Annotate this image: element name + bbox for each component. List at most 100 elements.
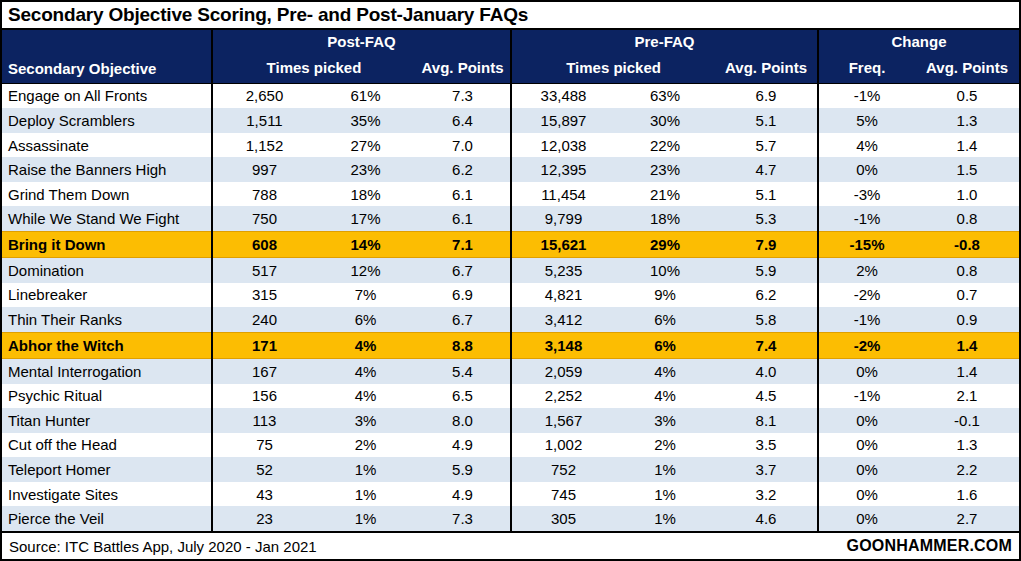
pre-pct-cell: 4% (615, 358, 715, 383)
source-note: Source: ITC Battles App, July 2020 - Jan… (9, 538, 317, 555)
change-avg-cell: 0.7 (915, 283, 1019, 308)
pre-pct-cell: 2% (615, 433, 715, 458)
pre-times-cell: 12,395 (511, 157, 615, 182)
objective-name-cell: Thin Their Ranks (2, 307, 212, 332)
pre-times-cell: 1,567 (511, 408, 615, 433)
column-header-post-avg-points: Avg. Points (415, 53, 511, 83)
post-pct-cell: 27% (316, 133, 415, 158)
post-pct-cell: 17% (316, 206, 415, 231)
change-freq-cell: -3% (818, 182, 915, 207)
pre-pct-cell: 1% (615, 457, 715, 482)
objective-name-cell: Linebreaker (2, 283, 212, 308)
pre-avg-cell: 7.4 (715, 332, 818, 358)
table-row: Mental Interrogation 167 4% 5.4 2,059 4%… (2, 358, 1019, 383)
post-avg-cell: 6.5 (415, 384, 511, 409)
scoring-table: Secondary Objective Post-FAQ Pre-FAQ Cha… (2, 30, 1019, 531)
objective-name-cell: Abhor the Witch (2, 332, 212, 358)
pre-times-cell: 745 (511, 482, 615, 507)
pre-pct-cell: 63% (615, 83, 715, 108)
post-pct-cell: 2% (316, 433, 415, 458)
group-header-change: Change (818, 30, 1019, 53)
change-freq-cell: 0% (818, 358, 915, 383)
change-freq-cell: 2% (818, 258, 915, 283)
post-pct-cell: 18% (316, 182, 415, 207)
change-freq-cell: 0% (818, 433, 915, 458)
post-pct-cell: 35% (316, 108, 415, 133)
post-times-cell: 240 (212, 307, 316, 332)
change-freq-cell: 0% (818, 157, 915, 182)
table-body: Engage on All Fronts 2,650 61% 7.3 33,48… (2, 83, 1019, 531)
pre-avg-cell: 7.9 (715, 232, 818, 258)
post-pct-cell: 23% (316, 157, 415, 182)
post-avg-cell: 6.1 (415, 182, 511, 207)
pre-pct-cell: 6% (615, 332, 715, 358)
pre-avg-cell: 3.7 (715, 457, 818, 482)
post-times-cell: 788 (212, 182, 316, 207)
group-header-pre-faq: Pre-FAQ (511, 30, 818, 53)
post-times-cell: 608 (212, 232, 316, 258)
pre-avg-cell: 4.7 (715, 157, 818, 182)
post-avg-cell: 6.1 (415, 206, 511, 231)
table-container: Secondary Objective Post-FAQ Pre-FAQ Cha… (2, 30, 1019, 531)
post-pct-cell: 4% (316, 384, 415, 409)
table-row: Raise the Banners High 997 23% 6.2 12,39… (2, 157, 1019, 182)
objective-name-cell: Engage on All Fronts (2, 83, 212, 108)
change-avg-cell: 1.5 (915, 157, 1019, 182)
post-avg-cell: 8.0 (415, 408, 511, 433)
pre-avg-cell: 6.9 (715, 83, 818, 108)
page-title: Secondary Objective Scoring, Pre- and Po… (2, 2, 1019, 30)
pre-times-cell: 305 (511, 506, 615, 531)
objective-name-cell: Cut off the Head (2, 433, 212, 458)
change-avg-cell: -0.1 (915, 408, 1019, 433)
pre-avg-cell: 5.9 (715, 258, 818, 283)
post-times-cell: 315 (212, 283, 316, 308)
change-avg-cell: 1.4 (915, 332, 1019, 358)
post-times-cell: 52 (212, 457, 316, 482)
change-freq-cell: -1% (818, 307, 915, 332)
pre-avg-cell: 5.7 (715, 133, 818, 158)
table-row: Cut off the Head 75 2% 4.9 1,002 2% 3.5 … (2, 433, 1019, 458)
post-pct-cell: 1% (316, 457, 415, 482)
column-header-pre-avg-points: Avg. Points (715, 53, 818, 83)
change-freq-cell: 0% (818, 482, 915, 507)
post-pct-cell: 6% (316, 307, 415, 332)
change-freq-cell: -1% (818, 384, 915, 409)
post-times-cell: 517 (212, 258, 316, 283)
post-times-cell: 113 (212, 408, 316, 433)
table-row: Linebreaker 315 7% 6.9 4,821 9% 6.2 -2% … (2, 283, 1019, 308)
post-avg-cell: 7.3 (415, 506, 511, 531)
pre-avg-cell: 5.8 (715, 307, 818, 332)
post-times-cell: 75 (212, 433, 316, 458)
objective-name-cell: Pierce the Veil (2, 506, 212, 531)
column-header-pre-times-picked: Times picked (511, 53, 715, 83)
objective-name-cell: Titan Hunter (2, 408, 212, 433)
change-freq-cell: -2% (818, 332, 915, 358)
pre-pct-cell: 18% (615, 206, 715, 231)
post-avg-cell: 6.7 (415, 307, 511, 332)
pre-times-cell: 12,038 (511, 133, 615, 158)
post-times-cell: 171 (212, 332, 316, 358)
pre-avg-cell: 3.5 (715, 433, 818, 458)
post-pct-cell: 14% (316, 232, 415, 258)
pre-times-cell: 752 (511, 457, 615, 482)
change-freq-cell: -1% (818, 206, 915, 231)
objective-name-cell: Psychic Ritual (2, 384, 212, 409)
pre-pct-cell: 29% (615, 232, 715, 258)
pre-pct-cell: 9% (615, 283, 715, 308)
scoring-table-sheet: Secondary Objective Scoring, Pre- and Po… (0, 0, 1021, 561)
change-avg-cell: 1.3 (915, 433, 1019, 458)
change-avg-cell: 0.9 (915, 307, 1019, 332)
pre-times-cell: 9,799 (511, 206, 615, 231)
post-times-cell: 2,650 (212, 83, 316, 108)
post-avg-cell: 6.7 (415, 258, 511, 283)
pre-pct-cell: 23% (615, 157, 715, 182)
post-pct-cell: 7% (316, 283, 415, 308)
post-times-cell: 1,511 (212, 108, 316, 133)
pre-times-cell: 15,897 (511, 108, 615, 133)
pre-avg-cell: 4.0 (715, 358, 818, 383)
change-freq-cell: 5% (818, 108, 915, 133)
objective-name-cell: Bring it Down (2, 232, 212, 258)
table-row: Assassinate 1,152 27% 7.0 12,038 22% 5.7… (2, 133, 1019, 158)
pre-pct-cell: 4% (615, 384, 715, 409)
column-header-post-times-picked: Times picked (212, 53, 415, 83)
